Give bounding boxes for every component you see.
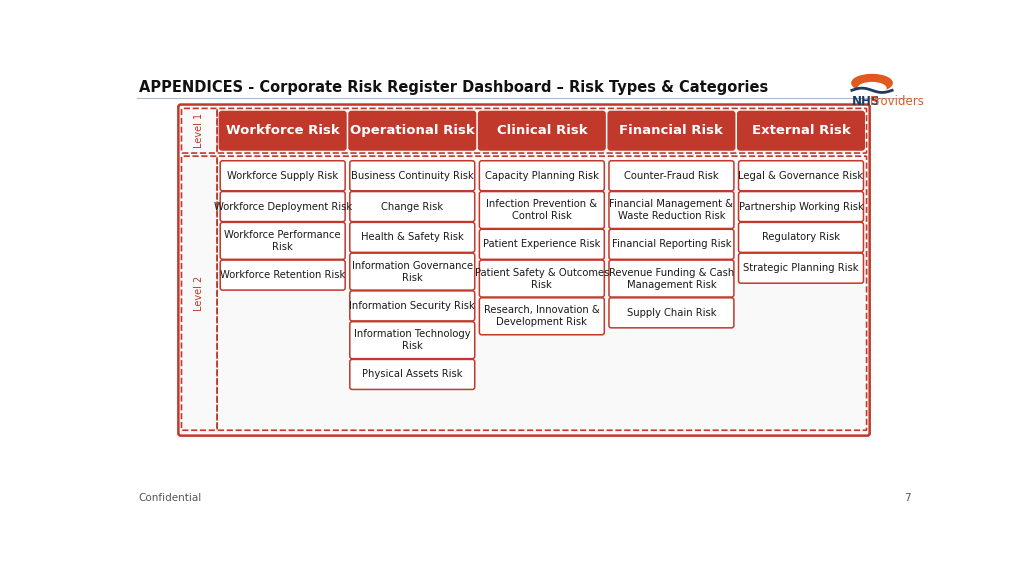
Text: Health & Safety Risk: Health & Safety Risk [360, 232, 464, 242]
FancyBboxPatch shape [350, 359, 475, 389]
Ellipse shape [858, 82, 886, 94]
Text: Strategic Planning Risk: Strategic Planning Risk [743, 263, 859, 273]
FancyBboxPatch shape [350, 253, 475, 290]
FancyBboxPatch shape [479, 260, 604, 297]
Text: Patient Experience Risk: Patient Experience Risk [483, 239, 600, 249]
Text: Financial Risk: Financial Risk [620, 124, 723, 137]
FancyBboxPatch shape [478, 111, 606, 151]
FancyBboxPatch shape [609, 260, 734, 297]
Text: Physical Assets Risk: Physical Assets Risk [362, 369, 463, 380]
Text: Workforce Risk: Workforce Risk [226, 124, 340, 137]
Text: Operational Risk: Operational Risk [350, 124, 475, 137]
FancyBboxPatch shape [350, 291, 475, 321]
FancyBboxPatch shape [479, 192, 604, 229]
Text: Change Risk: Change Risk [381, 202, 443, 211]
FancyBboxPatch shape [220, 222, 345, 259]
FancyBboxPatch shape [350, 161, 475, 191]
Text: 7: 7 [904, 494, 910, 503]
FancyBboxPatch shape [607, 111, 735, 151]
Text: Counter-Fraud Risk: Counter-Fraud Risk [624, 170, 719, 181]
Ellipse shape [852, 74, 892, 92]
FancyBboxPatch shape [350, 222, 475, 252]
Text: Infection Prevention &
Control Risk: Infection Prevention & Control Risk [486, 199, 597, 221]
Text: Regulatory Risk: Regulatory Risk [762, 232, 840, 242]
Text: Clinical Risk: Clinical Risk [497, 124, 587, 137]
Text: Information Security Risk: Information Security Risk [349, 301, 475, 311]
FancyBboxPatch shape [178, 104, 869, 435]
Text: Supply Chain Risk: Supply Chain Risk [627, 308, 716, 318]
Text: Workforce Supply Risk: Workforce Supply Risk [227, 170, 338, 181]
FancyBboxPatch shape [479, 229, 604, 259]
FancyBboxPatch shape [738, 253, 863, 283]
FancyBboxPatch shape [220, 260, 345, 290]
FancyBboxPatch shape [350, 192, 475, 222]
Text: NHS: NHS [852, 94, 881, 108]
Text: Financial Reporting Risk: Financial Reporting Risk [611, 239, 731, 249]
FancyBboxPatch shape [479, 298, 604, 335]
Text: Financial Management &
Waste Reduction Risk: Financial Management & Waste Reduction R… [609, 199, 733, 221]
Text: Confidential: Confidential [139, 494, 202, 503]
Text: Business Continuity Risk: Business Continuity Risk [351, 170, 474, 181]
FancyBboxPatch shape [738, 161, 863, 191]
FancyBboxPatch shape [350, 321, 475, 359]
Text: Providers: Providers [869, 94, 925, 108]
FancyBboxPatch shape [220, 161, 345, 191]
FancyBboxPatch shape [609, 192, 734, 229]
Text: Level 2: Level 2 [195, 275, 205, 311]
Text: Legal & Governance Risk: Legal & Governance Risk [738, 170, 863, 181]
FancyBboxPatch shape [609, 229, 734, 259]
Text: Workforce Deployment Risk: Workforce Deployment Risk [214, 202, 352, 211]
Text: Research, Innovation &
Development Risk: Research, Innovation & Development Risk [484, 305, 600, 327]
Text: Capacity Planning Risk: Capacity Planning Risk [485, 170, 599, 181]
FancyBboxPatch shape [479, 161, 604, 191]
Text: External Risk: External Risk [752, 124, 850, 137]
Text: Revenue Funding & Cash
Management Risk: Revenue Funding & Cash Management Risk [609, 268, 734, 290]
FancyBboxPatch shape [738, 222, 863, 252]
Text: Information Technology
Risk: Information Technology Risk [354, 329, 471, 351]
Text: APPENDICES - Corporate Risk Register Dashboard – Risk Types & Categories: APPENDICES - Corporate Risk Register Das… [139, 80, 768, 95]
FancyBboxPatch shape [348, 111, 476, 151]
FancyBboxPatch shape [738, 192, 863, 222]
Text: Partnership Working Risk: Partnership Working Risk [738, 202, 863, 211]
FancyBboxPatch shape [220, 192, 345, 222]
FancyBboxPatch shape [609, 298, 734, 328]
Text: Level 1: Level 1 [195, 113, 205, 148]
Text: Workforce Retention Risk: Workforce Retention Risk [220, 270, 345, 280]
FancyBboxPatch shape [737, 111, 865, 151]
FancyBboxPatch shape [219, 111, 347, 151]
Text: Patient Safety & Outcomes
Risk: Patient Safety & Outcomes Risk [475, 268, 609, 290]
Text: Information Governance
Risk: Information Governance Risk [351, 260, 473, 283]
Text: Workforce Performance
Risk: Workforce Performance Risk [224, 230, 341, 252]
FancyBboxPatch shape [609, 161, 734, 191]
